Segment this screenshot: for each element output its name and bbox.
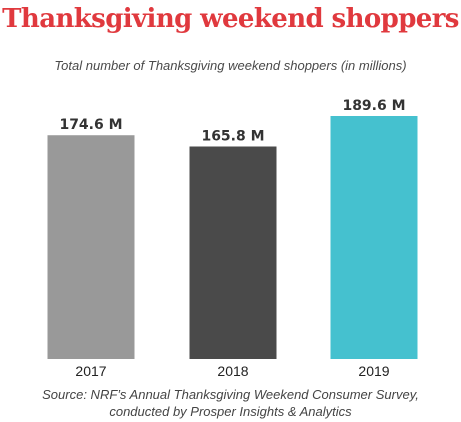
value-label-2019: 189.6 M [342, 98, 405, 114]
bar-2019 [330, 116, 418, 359]
source-note: Source: NRF’s Annual Thanksgiving Weeken… [0, 386, 461, 420]
source-line-1: Source: NRF’s Annual Thanksgiving Weeken… [42, 387, 419, 402]
source-line-2: conducted by Prosper Insights & Analytic… [109, 404, 352, 419]
x-tick-label-2019: 2019 [358, 363, 389, 379]
x-tick-label-2018: 2018 [217, 363, 248, 379]
x-tick-label-2017: 2017 [75, 363, 106, 379]
value-label-2017: 174.6 M [59, 117, 122, 133]
chart-title: Thanksgiving weekend shoppers [2, 4, 459, 34]
bar-2017 [47, 135, 135, 359]
chart-subtitle: Total number of Thanksgiving weekend sho… [54, 58, 407, 73]
bar-2018 [189, 146, 277, 359]
value-label-2018: 165.8 M [201, 129, 264, 145]
